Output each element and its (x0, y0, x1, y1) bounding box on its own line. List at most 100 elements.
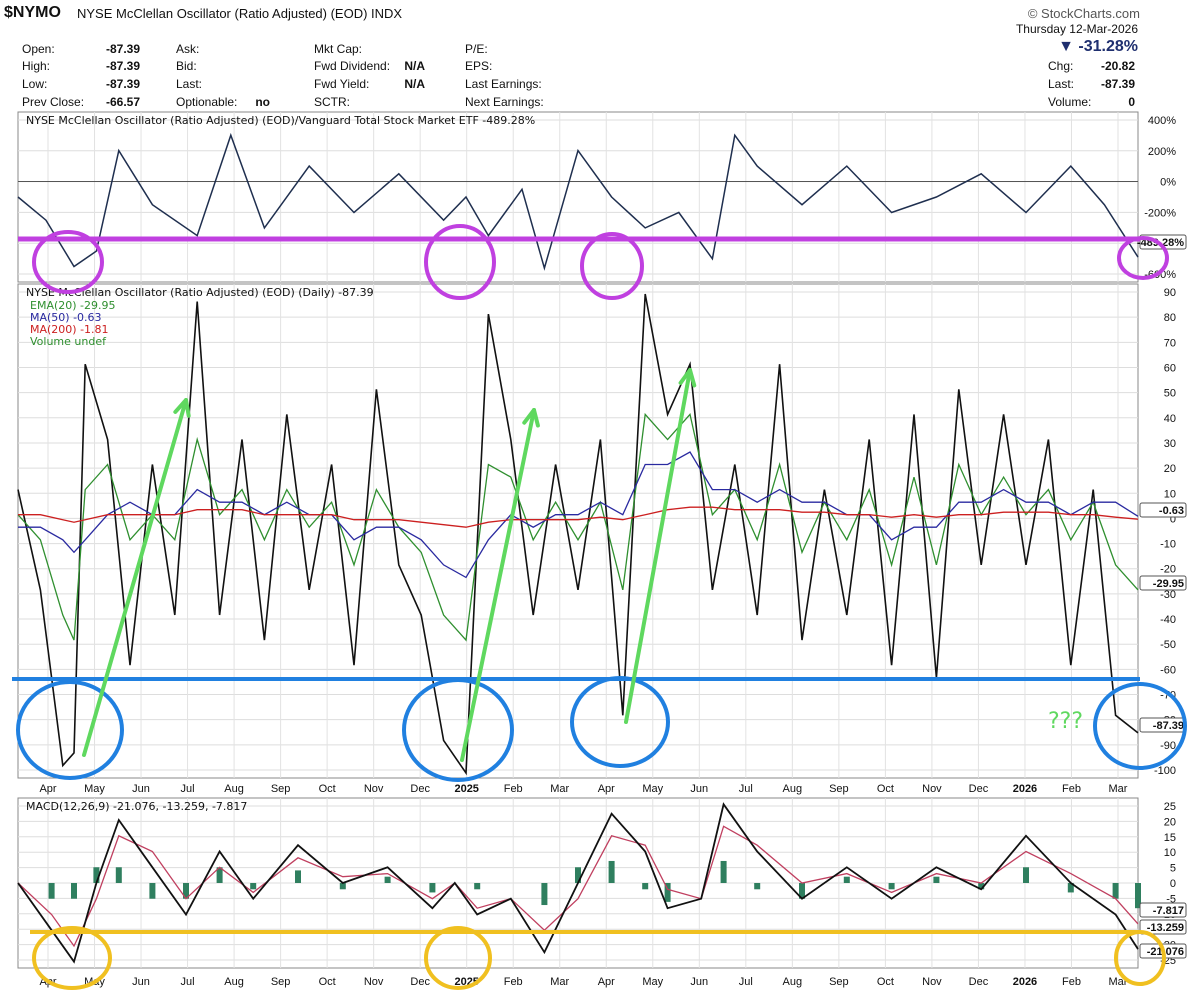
change-percent: ▼ -31.28% (1058, 38, 1138, 55)
x-tick-label: Jun (690, 783, 708, 795)
x-tick-label: Feb (1062, 976, 1081, 988)
quote-label: Volume: (1048, 95, 1092, 109)
x-tick-label: Feb (504, 976, 523, 988)
y-tick-label: 10 (1164, 847, 1176, 859)
x-tick-label: Feb (504, 783, 523, 795)
circle-annotation-yellow (1114, 930, 1166, 986)
circle-annotation-blue (16, 680, 124, 780)
x-tick-label: Sep (829, 976, 849, 988)
histogram-bar (933, 876, 940, 883)
circle-annotation-blue (570, 676, 670, 768)
last-value-label: -0.63 (1159, 505, 1184, 517)
histogram-bar (978, 883, 985, 890)
quote-value: N/A (404, 59, 425, 73)
x-tick-label: Jun (132, 783, 150, 795)
trend-arrow (624, 368, 692, 724)
circle-annotation-blue (402, 678, 514, 782)
circle-annotation-purple (580, 232, 644, 300)
y-tick-label: -20 (1160, 564, 1176, 576)
y-tick-label: 200% (1148, 146, 1176, 158)
histogram-bar (1023, 867, 1029, 883)
quote-value: -20.82 (1100, 59, 1135, 73)
y-tick-label: 15 (1164, 832, 1176, 844)
y-tick-label: -5 (1166, 893, 1176, 905)
y-tick-label: 400% (1148, 115, 1176, 127)
panel-title: NYSE McClellan Oscillator (Ratio Adjuste… (26, 286, 374, 299)
histogram-bar (1112, 883, 1119, 899)
series-line-ma50 (18, 451, 1139, 579)
x-tick-label: Oct (319, 783, 336, 795)
y-tick-label: -90 (1160, 740, 1176, 752)
circle-annotation-purple (424, 224, 496, 300)
panel-title: NYSE McClellan Oscillator (Ratio Adjuste… (26, 114, 535, 127)
x-tick-label: Nov (364, 976, 384, 988)
x-tick-label: May (642, 976, 663, 988)
y-tick-label: 0 (1170, 513, 1176, 525)
histogram-bar (115, 867, 122, 883)
trend-arrow (460, 408, 536, 762)
y-tick-label: 50 (1164, 388, 1176, 400)
x-tick-label: Mar (550, 976, 569, 988)
histogram-bar (888, 883, 895, 890)
quote-value: -87.39 (105, 77, 140, 91)
last-value-label: -29.95 (1153, 578, 1184, 590)
x-tick-label: May (84, 783, 105, 795)
y-tick-label: 0 (1170, 878, 1176, 890)
x-tick-label: Mar (1109, 783, 1128, 795)
x-tick-label: Dec (410, 976, 430, 988)
trend-arrow-head (522, 408, 540, 428)
histogram-bar (384, 876, 391, 883)
trend-arrow-head (678, 368, 697, 388)
y-tick-label: -200% (1144, 207, 1176, 219)
histogram-bar (642, 883, 649, 890)
x-tick-label: Nov (364, 783, 384, 795)
histogram-bar (1067, 883, 1074, 893)
x-tick-label: Apr (598, 783, 615, 795)
x-tick-label: May (642, 783, 663, 795)
histogram-bar (339, 883, 346, 890)
series-line-nymo (17, 293, 1139, 776)
x-tick-label: Aug (224, 976, 244, 988)
x-tick-label: Jun (132, 976, 150, 988)
quote-label: Bid: (176, 59, 197, 73)
y-tick-label: -50 (1160, 639, 1176, 651)
x-tick-label: Sep (271, 783, 291, 795)
x-tick-label: Dec (969, 783, 989, 795)
histogram-bar (720, 860, 727, 883)
histogram-bar (216, 867, 223, 883)
macd-line (17, 802, 1139, 964)
last-value-tag (1139, 902, 1187, 918)
x-tick-label: Oct (877, 783, 894, 795)
quote-label: Fwd Yield: (314, 77, 370, 91)
circle-annotation-yellow (424, 926, 492, 990)
series-line-ma200 (18, 506, 1139, 528)
last-value-tag (1139, 502, 1187, 518)
quote-value: -66.57 (105, 95, 140, 109)
quote-label: EPS: (465, 59, 493, 73)
histogram-bar (754, 883, 761, 890)
y-tick-label: -30 (1160, 589, 1176, 601)
histogram-bar (149, 883, 156, 899)
trend-arrow (82, 398, 188, 757)
quote-label: High: (22, 59, 51, 73)
histogram-bar (183, 883, 189, 899)
histogram-bar (71, 883, 77, 899)
quote-value: no (255, 95, 270, 109)
x-tick-label: Jul (739, 783, 753, 795)
circle-annotation-blue (1093, 682, 1187, 770)
x-tick-label: Sep (829, 783, 849, 795)
y-tick-label: 90 (1164, 287, 1176, 299)
panel-title: Volume undef (30, 335, 107, 348)
x-tick-label: Apr (598, 976, 615, 988)
quote-label: Prev Close: (22, 95, 85, 109)
x-tick-label: 2026 (1013, 976, 1037, 988)
histogram-bar (250, 883, 257, 890)
quote-label: Next Earnings: (465, 95, 544, 109)
histogram-bar (575, 867, 581, 883)
x-tick-label: Nov (922, 976, 942, 988)
panel-frame (17, 283, 1139, 779)
x-tick-label: Aug (783, 976, 803, 988)
y-tick-label: 70 (1164, 337, 1176, 349)
quote-label: Low: (22, 77, 48, 91)
